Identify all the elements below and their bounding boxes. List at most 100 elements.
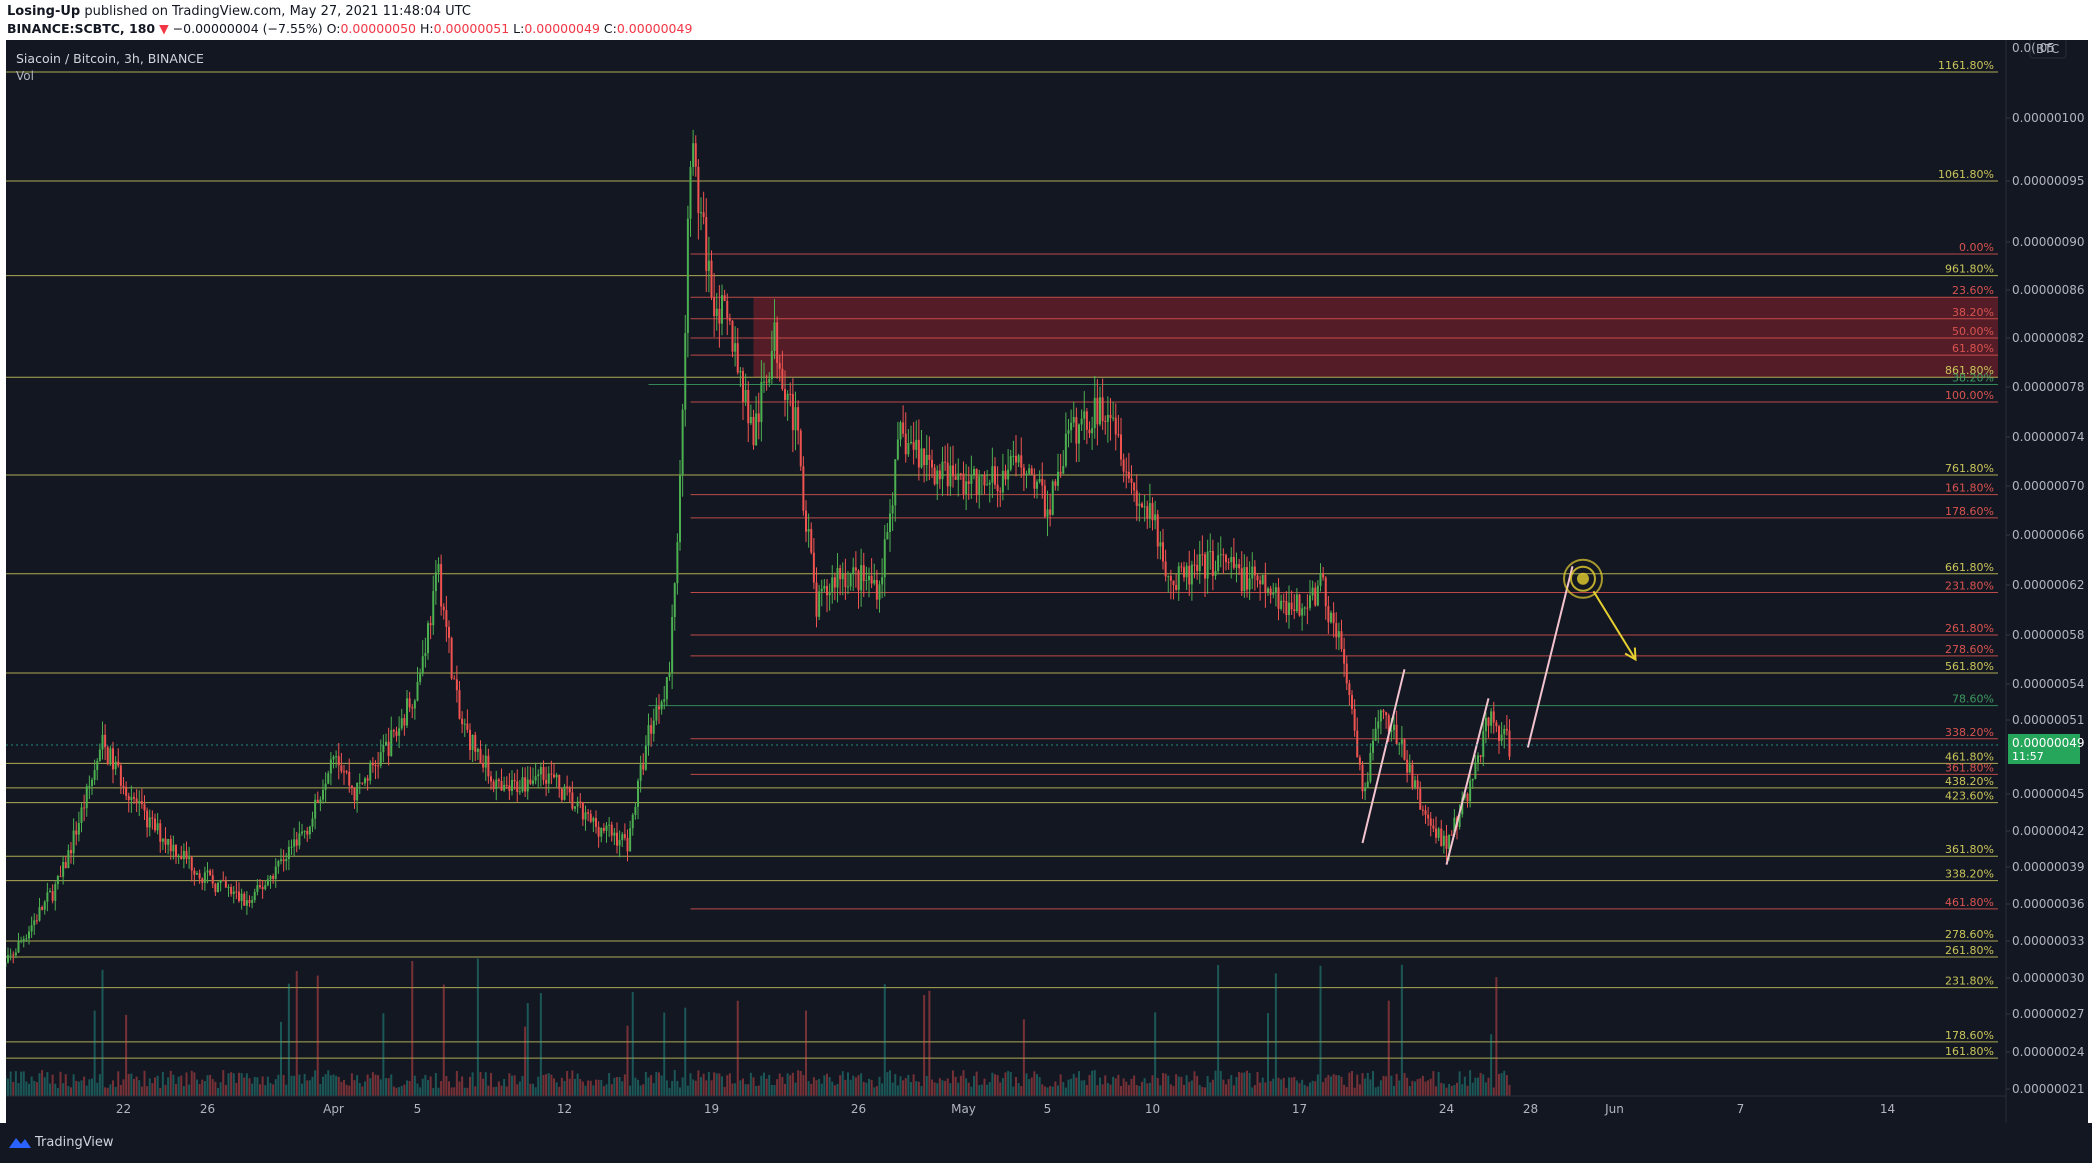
volume-bar [1193,1071,1196,1096]
volume-bar [1495,977,1498,1096]
candle-body [679,475,681,543]
candle-body [1437,828,1440,838]
volume-bar [64,1074,67,1096]
volume-bar [873,1087,876,1096]
tradingview-logo-icon[interactable] [8,1134,32,1150]
candle-body [558,774,561,789]
volume-bar [122,1079,125,1096]
price-change: −0.00000004 (−7.55%) [172,21,323,36]
volume-bar [1067,1079,1070,1096]
candle-body [432,591,435,626]
candle-body [650,725,653,734]
candle-body [1288,602,1290,615]
volume-bar [773,1085,776,1096]
volume-bar [1372,1071,1374,1096]
volume-bar [1335,1075,1338,1096]
publish-header: Losing-Up published on TradingView.com, … [0,0,2092,40]
candle-body [91,779,93,786]
candle-body [1248,578,1251,590]
price-axis[interactable]: 0.00000100 0.00000095 0.00000090 0.00000086… [2005,40,2085,1123]
candle-body [463,723,466,725]
price-tick-label: 0.00000036 [2012,897,2085,911]
candle-body [1033,474,1036,489]
volume-bar [1196,1076,1199,1096]
volume-bar [889,1070,891,1096]
candle-body [1484,717,1487,732]
volume-bar [98,1074,101,1096]
volume-bar [1503,1070,1506,1096]
price-chart[interactable]: 1161.80%1061.80%0.00%23.60%961.80%38.20%… [6,40,2088,1123]
volume-bar [77,1081,80,1096]
volume-bar [710,1080,713,1096]
volume-bar [1361,1073,1364,1096]
volume-bar [1043,1086,1046,1096]
volume-bar [377,1075,380,1096]
volume-bar [293,1075,296,1096]
candle-body [406,698,408,726]
time-axis[interactable]: 22 26 Apr 5 12 19 26 May 5 10 17 24 28 Jun 7 14 [6,1095,2006,1116]
candle-body [1369,752,1372,782]
candle-body [51,891,54,901]
volume-bar [109,1084,112,1096]
volume-bar [576,1073,579,1096]
volume-bar [581,1081,584,1096]
volume-bar [1204,1087,1206,1096]
volume-bar [718,1073,721,1096]
volume-bar [865,1082,868,1096]
candle-body [516,781,519,793]
volume-bar [203,1081,206,1096]
volume-bar [1022,1019,1025,1096]
candle-body [1012,455,1015,457]
candle-body [421,656,424,674]
candle-body [308,826,311,835]
volume-bar [1127,1085,1130,1096]
candle-body [642,764,645,770]
volume-bar [1217,965,1220,1096]
volume-bar [886,1072,889,1096]
volume-bar [9,1071,12,1096]
forecast-arrow-head [1624,647,1637,662]
volume-bar [826,1073,828,1096]
volume-bar [568,1078,571,1096]
volume-bar [41,1070,44,1096]
volume-bar [264,1085,267,1096]
candle-body [1303,607,1306,609]
time-tick-label: Apr [323,1102,344,1116]
candle-body [256,885,259,892]
volume-bar [1427,1080,1430,1096]
candle-body [529,779,532,784]
volume-bar [1484,1082,1487,1096]
candle-body [589,813,592,822]
candle-body [826,585,828,596]
trend-line [1361,669,1406,844]
time-tick-label: May [951,1102,976,1116]
volume-bar [1253,1085,1256,1096]
volume-bar [471,1072,474,1096]
candle-body [400,718,403,729]
volume-bar [818,1078,821,1096]
tradingview-brand[interactable]: TradingView [35,1135,114,1150]
candle-body [67,850,70,869]
volume-bar [1377,1086,1380,1096]
volume-bar [621,1081,624,1096]
last-price-tag [2008,734,2080,764]
volume-bar [671,1080,674,1096]
candle-body [600,827,603,837]
candle-body [385,741,387,746]
candle-body [684,333,687,410]
volume-bar [1348,1072,1351,1096]
candle-body [988,482,991,485]
volume-bar [1303,1084,1306,1096]
candle-body [371,762,374,766]
candle-body [1345,663,1348,684]
volume-bar [101,969,104,1096]
candle-body [1146,506,1149,519]
candle-body [513,779,516,782]
candle-body [1070,422,1073,431]
candle-body [1306,607,1309,609]
candle-body [1080,418,1083,425]
volume-bar [702,1073,705,1096]
candle-body [125,786,128,796]
volume-bar [833,1085,836,1096]
author-name[interactable]: Losing-Up [7,4,81,19]
